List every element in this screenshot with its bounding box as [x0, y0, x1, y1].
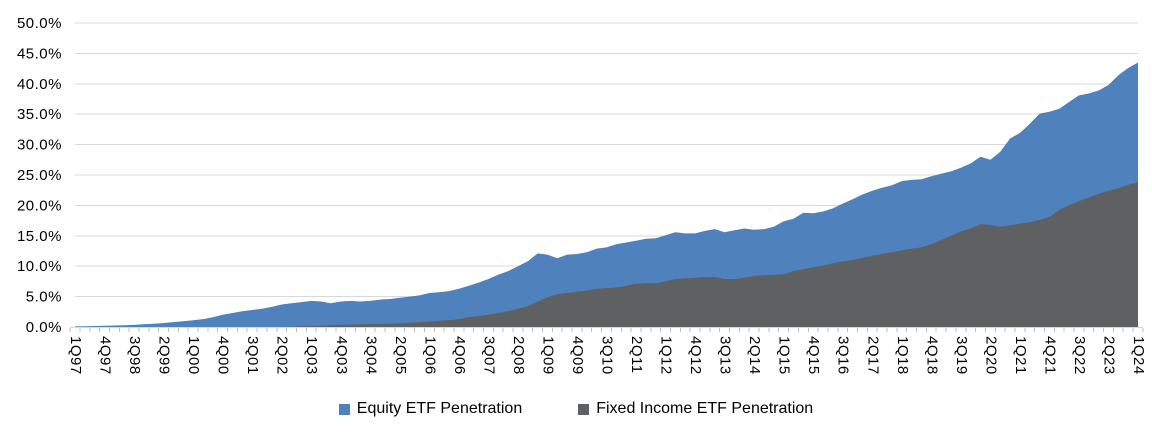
x-tick-label: 1Q06 — [421, 336, 438, 375]
x-tick-label: 3Q16 — [835, 336, 852, 375]
x-tick-label: 1Q15 — [776, 336, 793, 375]
x-tick-label: 3Q19 — [953, 336, 970, 375]
x-tick-label: 1Q24 — [1130, 336, 1147, 375]
x-tick-label: 1Q03 — [303, 336, 320, 375]
x-tick-label: 1Q12 — [658, 336, 675, 375]
x-tick-label: 2Q08 — [510, 336, 527, 375]
x-tick-label: 4Q97 — [97, 336, 114, 375]
x-tick-label: 2Q14 — [746, 336, 763, 375]
x-tick-label: 2Q11 — [628, 336, 645, 374]
x-tick-label: 3Q98 — [126, 336, 143, 375]
x-tick-label: 4Q06 — [451, 336, 468, 375]
fixed-income-area — [75, 182, 1138, 327]
x-tick-label: 1Q18 — [894, 336, 911, 375]
x-tick-label: 2Q23 — [1101, 336, 1118, 375]
y-tick-label: 0.0% — [26, 319, 62, 336]
fixed-income-legend-label: Fixed Income ETF Penetration — [596, 400, 814, 417]
x-tick-label: 3Q13 — [717, 336, 734, 375]
y-tick-label: 15.0% — [17, 228, 62, 245]
x-tick-label: 3Q10 — [599, 336, 616, 375]
chart-plot: 0.0% 5.0% 10.0% 15.0% 20.0% 25.0% 30.0% 35.0% 40… — [17, 15, 1147, 375]
y-tick-label: 50.0% — [17, 15, 62, 32]
x-tick-label: 2Q17 — [864, 336, 881, 375]
x-tick-label: 1Q00 — [185, 336, 202, 375]
y-tick-label: 25.0% — [17, 167, 62, 184]
x-tick-label: 1Q09 — [539, 336, 556, 375]
y-tick-label: 40.0% — [17, 76, 62, 93]
x-tick-label: 4Q12 — [687, 336, 704, 375]
chart-legend: Equity ETF Penetration Fixed Income ETF … — [0, 401, 1152, 417]
equity-legend-label: Equity ETF Penetration — [356, 400, 523, 417]
x-tick-label: 2Q99 — [156, 336, 173, 375]
x-tick-label: 4Q15 — [805, 336, 822, 375]
legend-item-fixed-income: Fixed Income ETF Penetration — [578, 401, 813, 417]
y-tick-label: 5.0% — [26, 289, 62, 306]
x-tick-label: 4Q00 — [215, 336, 232, 375]
x-tick-label: 3Q22 — [1071, 336, 1088, 375]
y-tick-label: 35.0% — [17, 106, 62, 123]
x-tick-label: 2Q20 — [982, 336, 999, 375]
x-tick-label: 4Q09 — [569, 336, 586, 375]
equity-legend-swatch — [338, 403, 350, 415]
x-tick-label: 4Q03 — [333, 336, 350, 375]
x-tick-label: 4Q21 — [1041, 336, 1058, 375]
x-tick-label: 3Q07 — [480, 336, 497, 375]
x-tick-label: 3Q04 — [362, 336, 379, 375]
x-tick-label: 3Q01 — [244, 336, 261, 375]
x-tick-label: 1Q21 — [1012, 336, 1029, 375]
x-tick-label: 2Q05 — [392, 336, 409, 375]
y-tick-label: 20.0% — [17, 197, 62, 214]
legend-item-equity: Equity ETF Penetration — [338, 400, 523, 417]
fixed-income-legend-swatch — [578, 403, 590, 415]
x-tick-label: 2Q02 — [274, 336, 291, 375]
y-tick-label: 30.0% — [17, 137, 62, 154]
x-tick-label: 1Q97 — [67, 336, 84, 375]
x-tick-label: 4Q18 — [923, 336, 940, 375]
y-tick-label: 10.0% — [17, 258, 62, 275]
y-tick-label: 45.0% — [17, 45, 62, 62]
